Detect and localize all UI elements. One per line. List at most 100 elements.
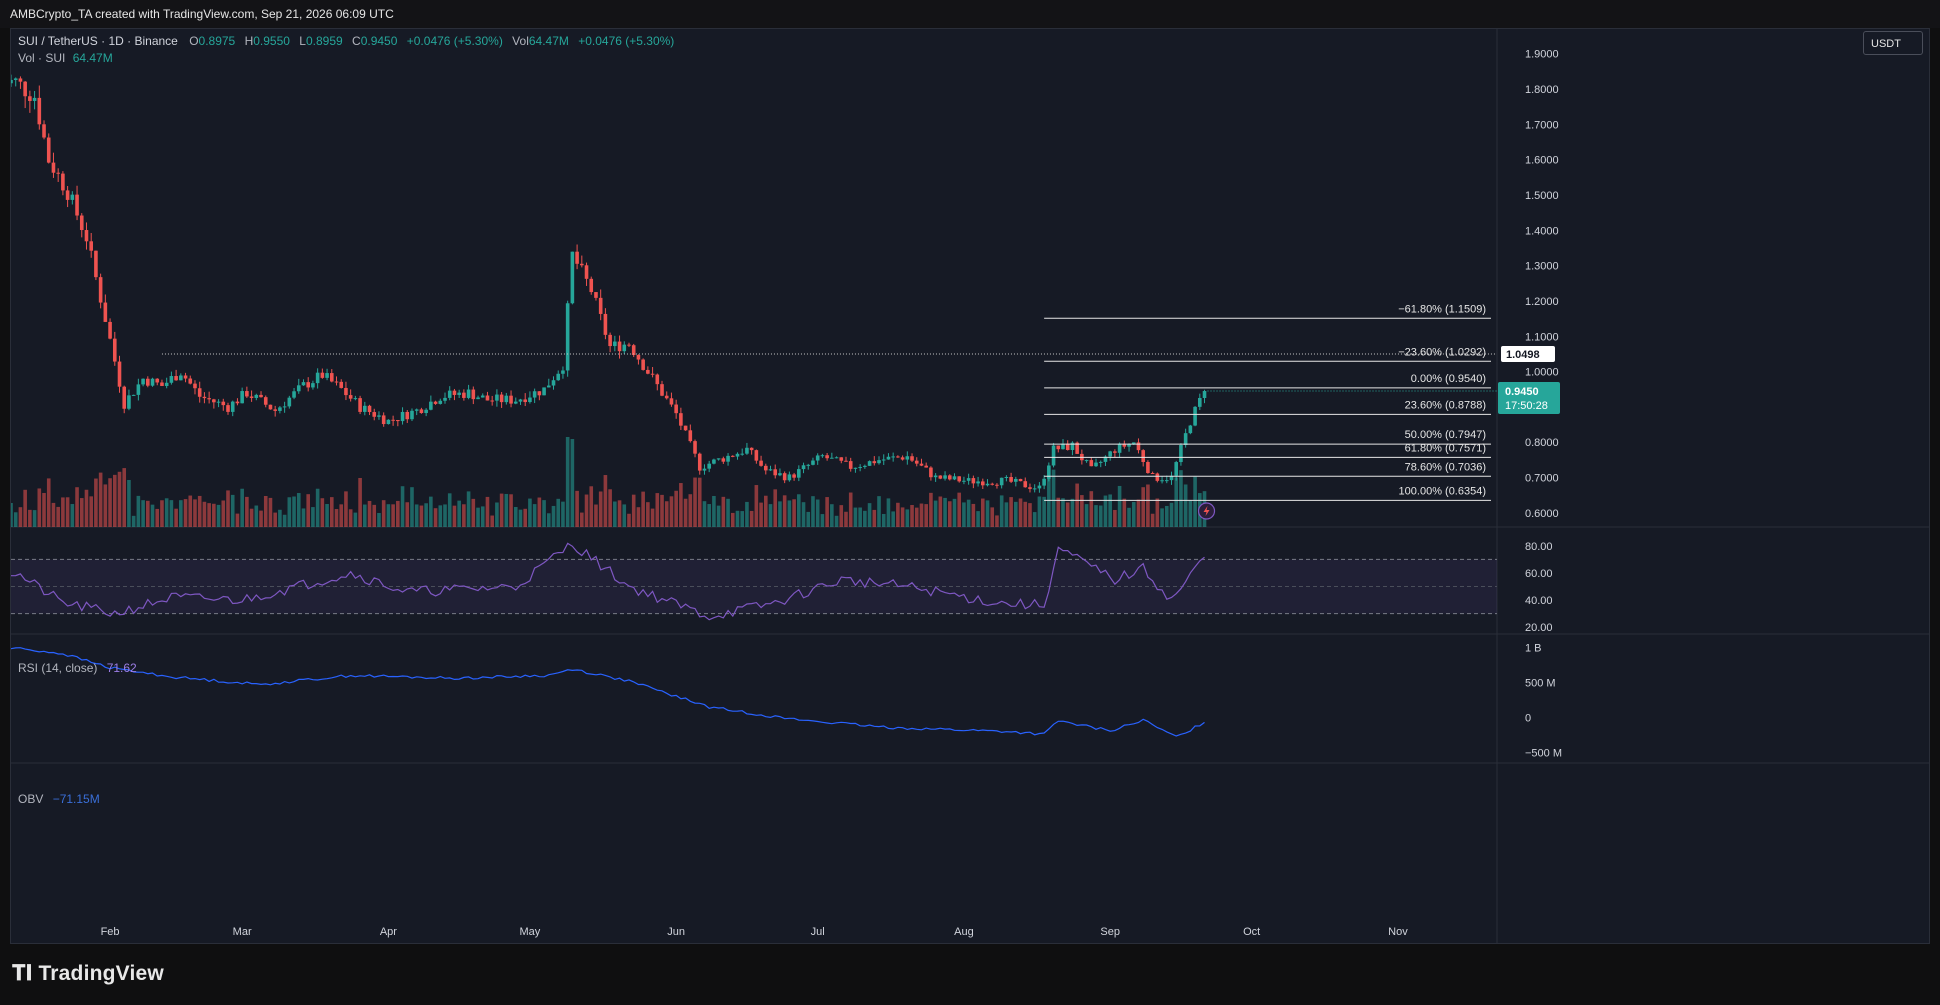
candle-body — [598, 297, 603, 314]
volume-bar — [768, 504, 773, 527]
rsi-legend: RSI (14, close) 71.62 — [18, 661, 137, 675]
fib-level-label: 23.60% (0.8788) — [1405, 399, 1486, 411]
volume-bar — [952, 498, 957, 527]
candle-body — [259, 394, 263, 398]
volume-bar — [28, 509, 32, 527]
volume-bar — [117, 471, 122, 527]
last-price-label: 0.9450 — [1505, 386, 1539, 398]
price-tick-label: 1.7000 — [1525, 119, 1559, 131]
volume-bar — [1080, 495, 1084, 527]
candle-body — [641, 359, 645, 370]
obv-tick-label: 1 B — [1525, 642, 1542, 654]
volume-bar — [683, 498, 688, 527]
candle-body — [61, 173, 65, 191]
volume-bar — [995, 515, 999, 527]
candle-body — [1179, 444, 1183, 463]
volume-bar — [348, 509, 353, 527]
candle-body — [863, 465, 867, 467]
volume-bar — [372, 504, 377, 527]
volume-bar — [226, 490, 230, 527]
volume-bar — [825, 497, 829, 527]
candle-body — [254, 394, 259, 398]
candle-body — [273, 409, 277, 411]
candle-body — [990, 483, 995, 485]
volume-bar — [896, 502, 900, 527]
volume-bar — [598, 491, 603, 527]
candle-body — [542, 387, 546, 396]
volume-bar — [56, 506, 60, 527]
rsi-legend-label[interactable]: RSI (14, close) — [18, 661, 98, 675]
volume-bar — [730, 512, 735, 527]
volume-bar — [523, 508, 528, 527]
candle-body — [89, 241, 93, 251]
volume-bar — [570, 439, 575, 527]
open-value: 0.8975 — [198, 34, 236, 48]
obv-legend-label[interactable]: OBV — [18, 792, 44, 806]
candle-body — [438, 400, 443, 404]
volume-bar — [707, 504, 711, 527]
volume-bar — [957, 492, 962, 527]
volume-bar — [169, 500, 174, 527]
volume-bar — [886, 498, 891, 527]
volume-bar — [296, 493, 301, 527]
volume-bar — [919, 503, 924, 527]
volume-bar — [499, 493, 504, 527]
volume-bar — [311, 507, 315, 527]
volume-bar — [457, 500, 461, 527]
candle-body — [815, 455, 820, 461]
low-value: 0.8959 — [305, 34, 343, 48]
candle-body — [117, 361, 122, 387]
volume-legend-label[interactable]: Vol · SUI — [18, 51, 66, 65]
candle-body — [146, 378, 150, 386]
candle-body — [735, 453, 740, 457]
volume-bar — [179, 500, 183, 527]
candle-body — [1023, 481, 1028, 488]
volume-bar — [877, 496, 881, 527]
volume-bar — [561, 501, 565, 527]
volume-bar — [914, 507, 919, 527]
volume-bar — [797, 494, 801, 527]
volume-bar — [712, 495, 716, 527]
volume-bar — [938, 496, 943, 527]
candle-body — [452, 390, 457, 395]
tradingview-logo[interactable]: 𝐓𝐈 TradingView — [12, 962, 164, 986]
volume-bar — [245, 496, 249, 527]
volume-bar — [546, 513, 551, 527]
candle-body — [221, 401, 226, 406]
volume-bar — [754, 485, 759, 527]
candle-body — [839, 457, 844, 461]
volume-bar — [801, 502, 806, 527]
candle-body — [278, 407, 282, 411]
candle-body — [490, 400, 494, 402]
volume-bar — [627, 513, 631, 527]
candle-body — [1089, 460, 1094, 467]
volume-bar — [853, 507, 858, 527]
candle-body — [976, 481, 980, 484]
chart-canvas[interactable]: −61.80% (1.1509) −23.60% (1.0292) 0.00% (0… — [11, 29, 1929, 943]
vol-key: Vol — [512, 34, 529, 48]
vol-change-value: +0.0476 (+5.30%) — [578, 34, 675, 48]
candle-body — [112, 338, 117, 362]
volume-bar — [778, 501, 782, 527]
close-value: 0.9450 — [360, 34, 398, 48]
volume-bar — [381, 500, 386, 527]
volume-bar — [42, 492, 46, 527]
candle-body — [207, 398, 211, 400]
candle-body — [1018, 478, 1023, 482]
volume-bar — [112, 474, 117, 527]
symbol-name[interactable]: SUI / TetherUS · 1D · Binance — [18, 34, 178, 48]
volume-bar — [933, 500, 938, 527]
candle-body — [1127, 443, 1131, 447]
candle-body — [565, 303, 570, 371]
candle-body — [669, 398, 674, 405]
volume-bar — [405, 502, 410, 527]
volume-bar — [1122, 498, 1127, 527]
candles-group — [11, 74, 1207, 493]
candle-body — [1131, 442, 1136, 444]
candle-body — [528, 397, 532, 403]
chart-frame[interactable]: −61.80% (1.1509) −23.60% (1.0292) 0.00% (0… — [10, 28, 1930, 944]
candle-body — [891, 456, 895, 458]
volume-bar — [23, 489, 27, 527]
currency-button[interactable]: USDT — [1863, 31, 1923, 55]
volume-bar — [424, 503, 428, 527]
